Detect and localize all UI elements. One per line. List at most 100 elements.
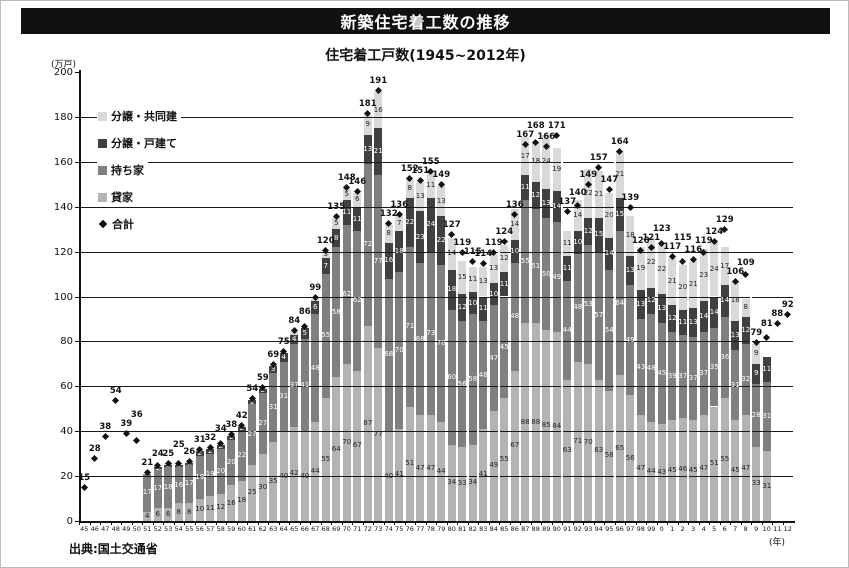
x-axis-tick bbox=[782, 522, 784, 525]
bar-segment-label: 13 bbox=[625, 266, 635, 275]
y-axis-tick-label: 20 bbox=[60, 471, 73, 483]
page-title-bar: 新築住宅着工数の推移 bbox=[21, 8, 830, 34]
x-axis-tick bbox=[719, 522, 721, 525]
bar-segment-label: 10 bbox=[468, 298, 478, 307]
bar-segment-label: 49 bbox=[552, 272, 562, 281]
bar-segment-4 bbox=[594, 170, 603, 218]
bar-segment-3 bbox=[468, 292, 477, 315]
bar-segment-label: 54 bbox=[604, 325, 614, 334]
bar-segment-3 bbox=[563, 256, 572, 281]
bar-segment-label: 4 bbox=[145, 512, 150, 520]
total-label: 38 bbox=[99, 421, 112, 432]
bar-segment-label: 77 bbox=[373, 430, 383, 439]
bar-segment-label: 70 bbox=[342, 437, 352, 446]
bar-segment-3 bbox=[741, 316, 750, 344]
bar-segment-label: 84 bbox=[552, 422, 562, 431]
bar-segment-label: 12 bbox=[531, 190, 541, 199]
bar-segment-3 bbox=[689, 307, 698, 337]
x-axis-tick bbox=[121, 522, 122, 525]
bar-segment-label: 11 bbox=[478, 304, 488, 313]
bar-segment-2 bbox=[699, 332, 708, 416]
bar-segment-1 bbox=[248, 464, 257, 521]
bar-segment-label: 51 bbox=[405, 459, 415, 468]
x-axis-tick-label: 53 bbox=[164, 525, 173, 533]
bar-segment-2 bbox=[279, 361, 288, 432]
bar-segment-label: 55 bbox=[321, 331, 331, 340]
era-separator bbox=[498, 238, 500, 520]
bar-segment-label: 23 bbox=[415, 232, 425, 241]
bar-segment-4 bbox=[426, 173, 435, 198]
bar-segment-3 bbox=[206, 449, 215, 454]
bar-segment-2 bbox=[342, 224, 351, 364]
bar-segment-label: 56 bbox=[625, 453, 635, 462]
y-axis-tick-label: 60 bbox=[60, 381, 73, 393]
y-axis-unit: (万戸) bbox=[51, 60, 77, 70]
bar-segment-2 bbox=[678, 334, 687, 418]
bar-segment-1 bbox=[657, 424, 666, 521]
bar-segment-3 bbox=[710, 296, 719, 328]
era-separator bbox=[750, 272, 752, 520]
bar-segment-1 bbox=[752, 446, 761, 521]
x-axis-tick bbox=[152, 522, 154, 525]
bar-segment-1 bbox=[468, 444, 477, 521]
bar-segment-2 bbox=[395, 271, 404, 429]
x-axis-tick bbox=[530, 522, 532, 525]
total-label: 59 bbox=[256, 372, 269, 383]
bar-segment-label: 11 bbox=[762, 364, 772, 373]
bar-segment-2 bbox=[185, 464, 194, 504]
bar-segment-label: 22 bbox=[237, 451, 247, 460]
bar-segment-label: 35 bbox=[268, 477, 278, 486]
bar-segment-2 bbox=[689, 336, 698, 420]
bar-segment-2 bbox=[762, 381, 771, 452]
x-axis-tick-label: 46 bbox=[90, 525, 99, 533]
x-axis-tick bbox=[373, 522, 374, 525]
bar-segment-4 bbox=[321, 251, 330, 259]
total-label: 148 bbox=[337, 172, 356, 183]
bar-segment-label: 31 bbox=[762, 412, 772, 421]
bar-segment-label: 28 bbox=[751, 410, 761, 419]
bar-segment-3 bbox=[668, 305, 677, 333]
era-separator bbox=[613, 148, 616, 520]
bar-segment-label: 13 bbox=[657, 304, 667, 313]
legend-item-5: 合計 bbox=[97, 215, 138, 233]
era-separator bbox=[687, 256, 689, 520]
bar-segment-1 bbox=[195, 498, 204, 521]
bar-segment-label: 73 bbox=[426, 329, 436, 338]
bar-segment-4 bbox=[374, 92, 383, 129]
x-axis-tick-label: 1 bbox=[670, 525, 675, 533]
bar-segment-label: 9 bbox=[365, 120, 370, 129]
bar-segment-label: 47 bbox=[426, 463, 436, 472]
bar-segment-label: 71 bbox=[405, 322, 415, 331]
bar-segment-label: 8 bbox=[386, 229, 391, 238]
x-axis-tick-label: 96 bbox=[615, 525, 624, 533]
bar-segment-2 bbox=[143, 473, 152, 512]
legend: 分譲・共同建 分譲・戸建て 持ち家 貸家 合計 bbox=[97, 107, 181, 242]
x-axis-tick bbox=[646, 522, 647, 525]
gridline bbox=[79, 161, 793, 163]
bar-segment-label: 17 bbox=[184, 479, 194, 488]
legend-label: 貸家 bbox=[111, 191, 133, 204]
x-axis-tick bbox=[625, 522, 626, 525]
bar-segment-3 bbox=[437, 215, 446, 266]
y-axis-tick bbox=[75, 161, 79, 163]
total-marker bbox=[563, 208, 571, 216]
y-axis-tick bbox=[75, 521, 79, 522]
bar-segment-1 bbox=[363, 325, 372, 521]
bar-segment-label: 33 bbox=[457, 479, 467, 488]
x-axis-tick bbox=[278, 522, 280, 525]
x-axis-tick-label: 56 bbox=[195, 525, 204, 533]
total-marker bbox=[133, 437, 141, 445]
bar-segment-label: 17 bbox=[142, 488, 152, 497]
bar-segment-3 bbox=[258, 388, 267, 394]
legend-label: 合計 bbox=[112, 218, 134, 231]
bar-segment-2 bbox=[720, 316, 729, 398]
source-note: 出典:国土交通省 bbox=[69, 542, 158, 556]
bar-segment-label: 13 bbox=[688, 317, 698, 326]
bar-segment-label: 31 bbox=[762, 481, 772, 490]
bar-segment-label: 48 bbox=[646, 363, 656, 372]
bar-segment-1 bbox=[479, 428, 488, 521]
bar-segment-2 bbox=[552, 222, 561, 333]
era-separator bbox=[561, 133, 563, 520]
total-label: 79 bbox=[750, 327, 763, 338]
bar-segment-1 bbox=[647, 422, 656, 521]
